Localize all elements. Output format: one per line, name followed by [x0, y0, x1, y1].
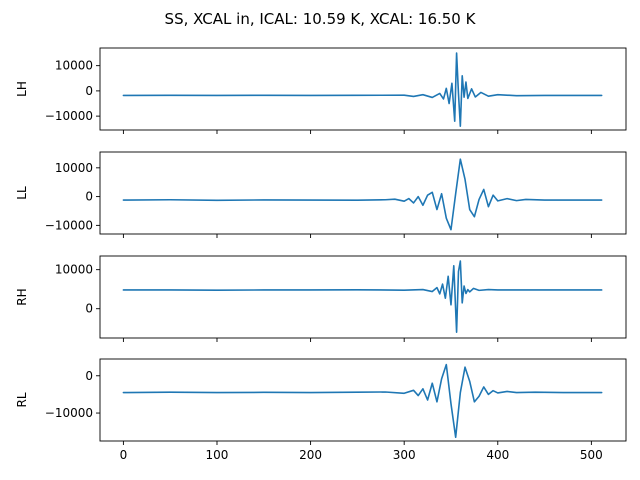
series-line-0-0: [122, 52, 603, 128]
chart-title: SS, XCAL in, ICAL: 10.59 K, XCAL: 16.50 …: [165, 10, 477, 28]
y-tick-label: −10000: [45, 218, 93, 232]
axes-frame: [99, 255, 627, 339]
axes-frame: [99, 151, 627, 235]
y-axis-label: RL: [15, 392, 29, 407]
y-tick-label: 10000: [55, 59, 93, 73]
panel-ll: −10000 0 10000 LL: [15, 151, 627, 238]
x-tick-label: 200: [299, 448, 322, 462]
y-axis-label: LH: [15, 81, 29, 97]
series-line-1-0: [122, 158, 603, 231]
y-tick-label: −10000: [45, 406, 93, 420]
y-axis-label: RH: [15, 288, 29, 305]
y-tick-label: 0: [85, 190, 93, 204]
series-line-3-0: [122, 363, 603, 439]
panel-lh: −10000 0 10000 LH: [15, 47, 627, 134]
x-tick-label: 300: [393, 448, 416, 462]
y-axis-label: LL: [15, 186, 29, 200]
y-tick-label: 0: [85, 84, 93, 98]
x-tick-label: 400: [486, 448, 509, 462]
y-tick-label: 0: [85, 369, 93, 383]
x-tick-label: 500: [580, 448, 603, 462]
x-tick-label: 100: [206, 448, 229, 462]
series-line-2-0: [122, 260, 603, 333]
panel-rl: −10000 0 0 100 200 300 400 500 RL: [15, 358, 627, 462]
y-tick-label: 10000: [55, 263, 93, 277]
y-tick-label: 0: [85, 302, 93, 316]
axes-frame: [99, 358, 627, 442]
panel-rh: 0 10000 RH: [15, 255, 627, 342]
axes-frame: [99, 47, 627, 131]
y-tick-label: −10000: [45, 109, 93, 123]
y-tick-label: 10000: [55, 161, 93, 175]
x-tick-label: 0: [120, 448, 128, 462]
panels-group: −10000010000LH−10000010000LL010000RH−100…: [15, 47, 627, 462]
